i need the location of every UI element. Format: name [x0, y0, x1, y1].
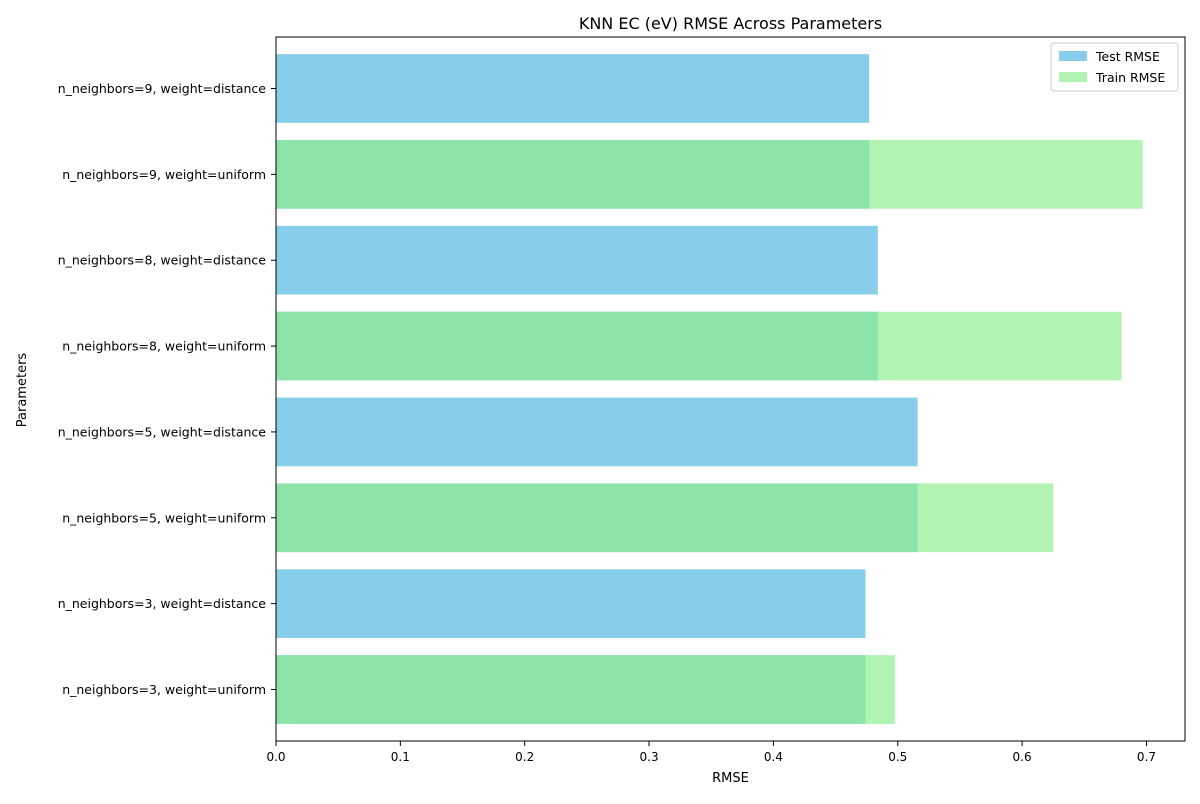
- x-tick-label: 0.4: [764, 750, 783, 764]
- x-tick-label: 0.1: [391, 750, 410, 764]
- plot-frame: [275, 36, 1186, 742]
- bars-layer: [276, 54, 1143, 724]
- test-rmse-bar: [276, 225, 878, 295]
- x-tick-label: 0.3: [640, 750, 659, 764]
- legend-swatch: [1059, 51, 1087, 61]
- chart-title: KNN EC (eV) RMSE Across Parameters: [579, 14, 882, 33]
- x-tick-label: 0.7: [1137, 750, 1156, 764]
- train-rmse-bar: [276, 483, 1054, 553]
- y-tick-label: n_neighbors=9, weight=uniform: [62, 167, 266, 182]
- train-rmse-bar: [276, 311, 1122, 381]
- y-tick-label: n_neighbors=8, weight=uniform: [62, 339, 266, 354]
- y-axis-label: Parameters: [15, 353, 30, 428]
- test-rmse-bar: [276, 397, 918, 467]
- y-tick-label: n_neighbors=8, weight=distance: [58, 253, 267, 268]
- y-tick-label: n_neighbors=5, weight=uniform: [62, 510, 266, 525]
- y-tick-label: n_neighbors=3, weight=distance: [58, 596, 267, 611]
- legend: Test RMSE Train RMSE: [1050, 42, 1179, 92]
- legend-label: Test RMSE: [1095, 49, 1160, 64]
- test-rmse-bar: [276, 54, 870, 123]
- legend-label: Train RMSE: [1095, 70, 1165, 85]
- x-axis-label: RMSE: [712, 771, 749, 786]
- legend-swatch: [1059, 72, 1087, 82]
- train-rmse-bar: [276, 140, 1143, 209]
- x-tick-label: 0.0: [266, 750, 285, 764]
- y-tick-label: n_neighbors=9, weight=distance: [58, 81, 267, 96]
- x-tick-label: 0.2: [515, 750, 534, 764]
- test-rmse-bar: [276, 569, 866, 638]
- y-tick-label: n_neighbors=5, weight=distance: [58, 424, 267, 439]
- train-rmse-bar: [276, 655, 896, 724]
- x-tick-label: 0.5: [888, 750, 907, 764]
- y-tick-label: n_neighbors=3, weight=uniform: [62, 682, 266, 697]
- x-tick-label: 0.6: [1013, 750, 1032, 764]
- axes-layer: 0.0 0.1 0.2 0.3 0.4 0.5 0.6 0.7 n_neighbors=3, w…: [58, 36, 1186, 764]
